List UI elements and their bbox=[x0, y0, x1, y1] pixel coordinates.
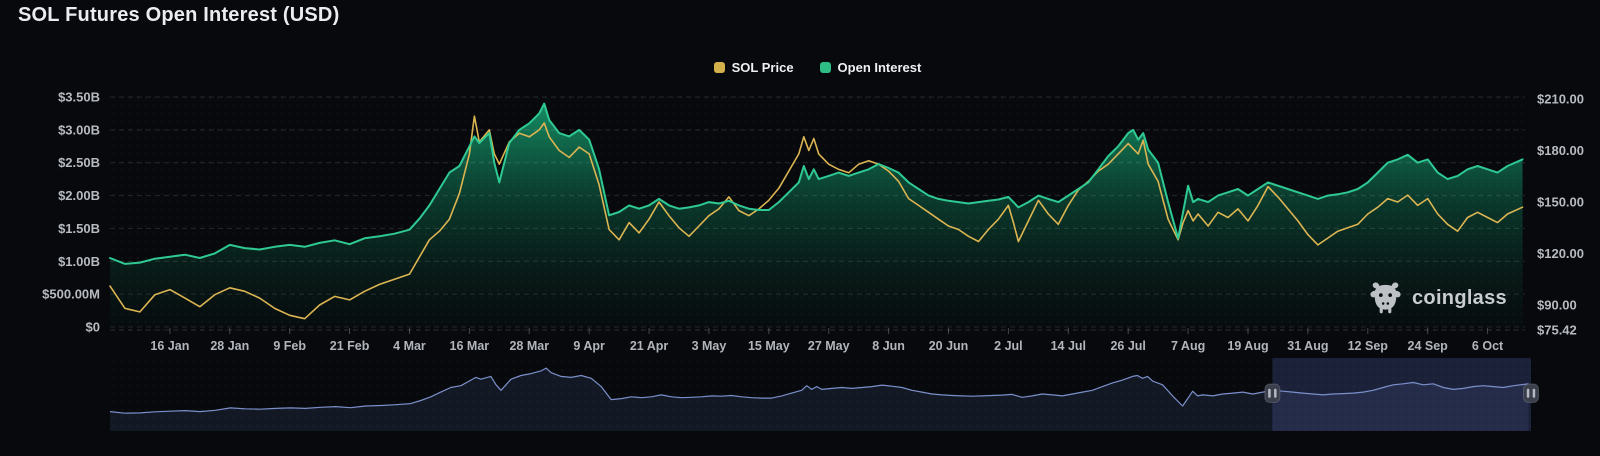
x-axis-label: 16 Jan bbox=[150, 339, 189, 353]
left-axis-label: $1.00B bbox=[58, 254, 100, 269]
left-axis-label: $0 bbox=[86, 320, 100, 335]
navigator-left-handle[interactable] bbox=[1264, 383, 1281, 403]
right-axis-label: $180.00 bbox=[1537, 143, 1584, 158]
navigator[interactable] bbox=[109, 358, 1539, 431]
x-axis-label: 14 Jul bbox=[1051, 339, 1086, 353]
sol-price-line bbox=[109, 115, 1524, 320]
legend-label-open-interest: Open Interest bbox=[837, 59, 922, 75]
x-axis-label: 4 Mar bbox=[393, 339, 426, 353]
right-axis-label: $90.00 bbox=[1537, 298, 1577, 313]
right-axis-label: $120.00 bbox=[1537, 246, 1584, 261]
left-axis-label: $2.00B bbox=[58, 188, 100, 203]
x-axis-label: 6 Oct bbox=[1472, 339, 1504, 353]
open-interest-swatch-icon bbox=[819, 61, 831, 73]
dot-texture bbox=[110, 90, 1525, 331]
legend-label-sol-price: SOL Price bbox=[731, 59, 794, 75]
x-axis-label: 19 Aug bbox=[1227, 339, 1268, 353]
left-axis-label: $3.00B bbox=[58, 122, 100, 137]
navigator-line bbox=[109, 367, 1529, 414]
x-axis-label: 21 Apr bbox=[630, 339, 669, 353]
x-axis-label: 21 Feb bbox=[330, 339, 370, 353]
x-axis-label: 28 Jan bbox=[210, 339, 249, 353]
right-axis-label: $210.00 bbox=[1537, 92, 1584, 107]
open-interest-line bbox=[109, 102, 1524, 265]
navigator-dot-texture bbox=[110, 358, 1531, 431]
navigator-right-handle[interactable] bbox=[1523, 383, 1539, 403]
x-axis-label: 20 Jun bbox=[929, 339, 969, 353]
x-axis-label: 9 Apr bbox=[573, 339, 605, 353]
x-axis-label: 16 Mar bbox=[450, 339, 490, 353]
coinglass-watermark: coinglass bbox=[1368, 279, 1507, 317]
right-axis-label: $75.42 bbox=[1537, 323, 1577, 338]
legend-item-open-interest[interactable]: Open Interest bbox=[819, 59, 922, 75]
coinglass-logo-icon bbox=[1370, 281, 1401, 313]
x-axis: 16 Jan 28 Jan 9 Feb 21 Feb 4 Mar 16 Mar 28 Mar… bbox=[150, 328, 1504, 353]
left-axis-label: $3.50B bbox=[58, 90, 100, 105]
x-axis-label: 15 May bbox=[748, 339, 790, 353]
x-axis-label: 2 Jul bbox=[994, 339, 1023, 353]
page-title: SOL Futures Open Interest (USD) bbox=[18, 4, 340, 26]
left-axis-label: $500.00M bbox=[42, 287, 100, 302]
legend-item-sol-price[interactable]: SOL Price bbox=[713, 59, 794, 75]
x-axis-label: 3 May bbox=[692, 339, 727, 353]
x-axis-label: 31 Aug bbox=[1287, 339, 1328, 353]
right-axis-label: $150.00 bbox=[1537, 195, 1584, 210]
x-axis-label: 28 Mar bbox=[509, 339, 549, 353]
x-axis-label: 27 May bbox=[808, 339, 850, 353]
x-axis-label: 26 Jul bbox=[1110, 339, 1145, 353]
gridlines: $3.50B $3.00B $2.50B $2.00B $1.50B $1.00B $500… bbox=[42, 90, 1584, 338]
x-axis-label: 24 Sep bbox=[1408, 339, 1449, 353]
x-axis-label: 9 Feb bbox=[273, 339, 306, 353]
left-axis-label: $1.50B bbox=[58, 221, 100, 236]
coinglass-watermark-text: coinglass bbox=[1412, 286, 1507, 309]
sol-price-swatch-icon bbox=[713, 61, 725, 73]
x-axis-label: 12 Sep bbox=[1348, 339, 1389, 353]
x-axis-label: 8 Jun bbox=[872, 339, 905, 353]
left-axis-label: $2.50B bbox=[58, 155, 100, 170]
x-axis-label: 7 Aug bbox=[1171, 339, 1205, 353]
legend: SOL Price Open Interest bbox=[110, 56, 1525, 78]
